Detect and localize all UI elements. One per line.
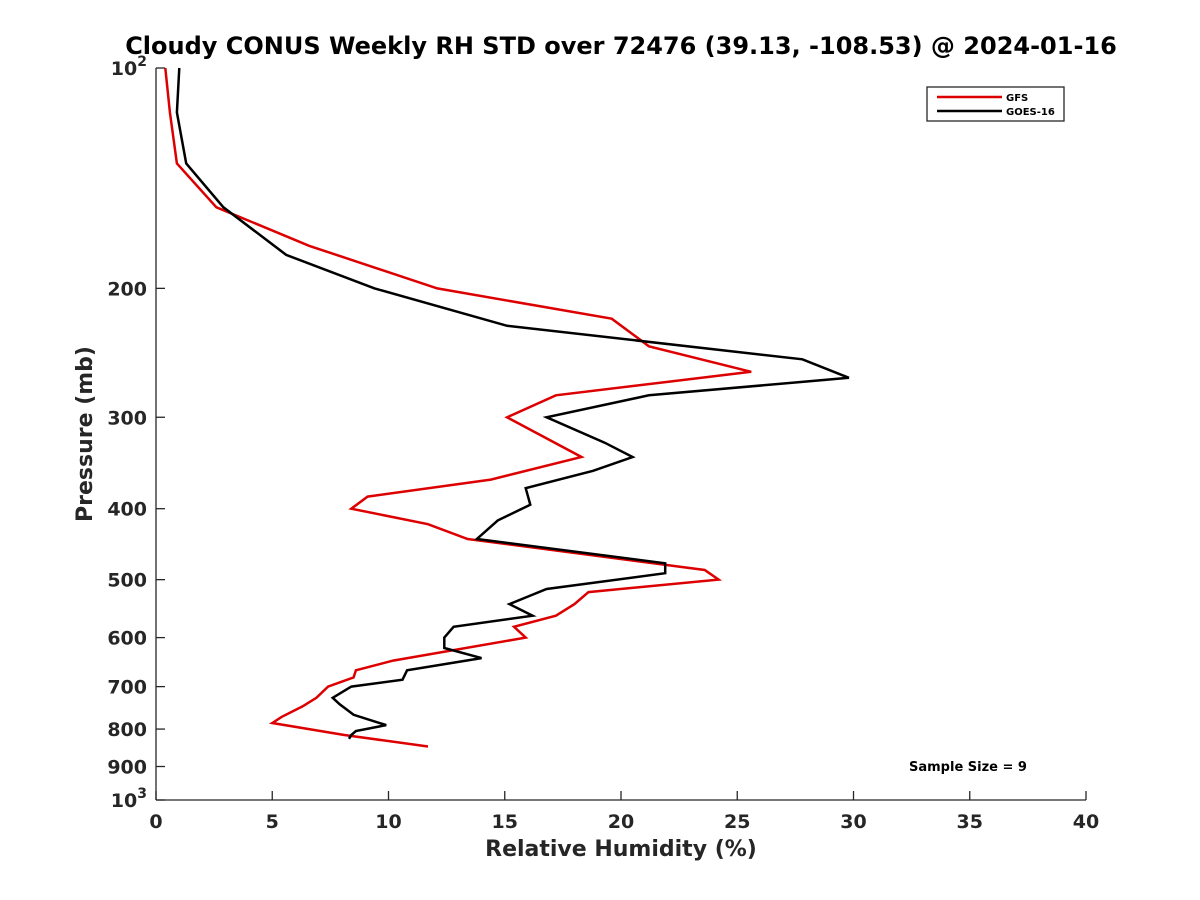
x-tick-label: 40 <box>1073 811 1099 833</box>
y-tick-label: 600 <box>107 628 147 650</box>
y-tick-label: 200 <box>107 278 147 300</box>
y-tick-label: 103 <box>111 786 147 812</box>
y-tick-label: 300 <box>107 407 147 429</box>
x-ticks: 0 5 10 15 20 25 30 35 40 <box>149 791 1099 833</box>
x-tick-label: 35 <box>957 811 983 833</box>
y-tick-label: 700 <box>107 677 147 699</box>
x-tick-label: 0 <box>149 811 162 833</box>
x-tick-label: 15 <box>492 811 518 833</box>
chart-title: Cloudy CONUS Weekly RH STD over 72476 (3… <box>125 32 1117 60</box>
legend-label-goes16: GOES-16 <box>1006 107 1055 118</box>
x-tick-label: 10 <box>375 811 401 833</box>
y-axis-label: Pressure (mb) <box>73 346 98 522</box>
series-line-gfs <box>164 67 752 748</box>
series-line-goes16 <box>175 67 850 740</box>
x-tick-label: 30 <box>840 811 866 833</box>
y-tick-label: 102 <box>111 54 147 80</box>
y-tick-label: 800 <box>107 719 147 741</box>
y-tick-label: 900 <box>107 757 147 779</box>
legend-label-gfs: GFS <box>1006 93 1028 104</box>
x-tick-label: 5 <box>266 811 279 833</box>
x-axis-label: Relative Humidity (%) <box>485 837 757 862</box>
y-tick-label: 500 <box>107 570 147 592</box>
series-layer <box>164 67 850 748</box>
y-ticks: 102 200 300 400 500 600 700 800 900 103 <box>107 54 165 812</box>
legend-box <box>926 86 1065 122</box>
plot-axes-box <box>156 68 1086 800</box>
y-tick-label: 400 <box>107 499 147 521</box>
x-tick-label: 20 <box>608 811 634 833</box>
sample-size-annotation: Sample Size = 9 <box>909 760 1027 775</box>
legend: GFS GOES-16 <box>926 86 1065 122</box>
x-tick-label: 25 <box>724 811 750 833</box>
